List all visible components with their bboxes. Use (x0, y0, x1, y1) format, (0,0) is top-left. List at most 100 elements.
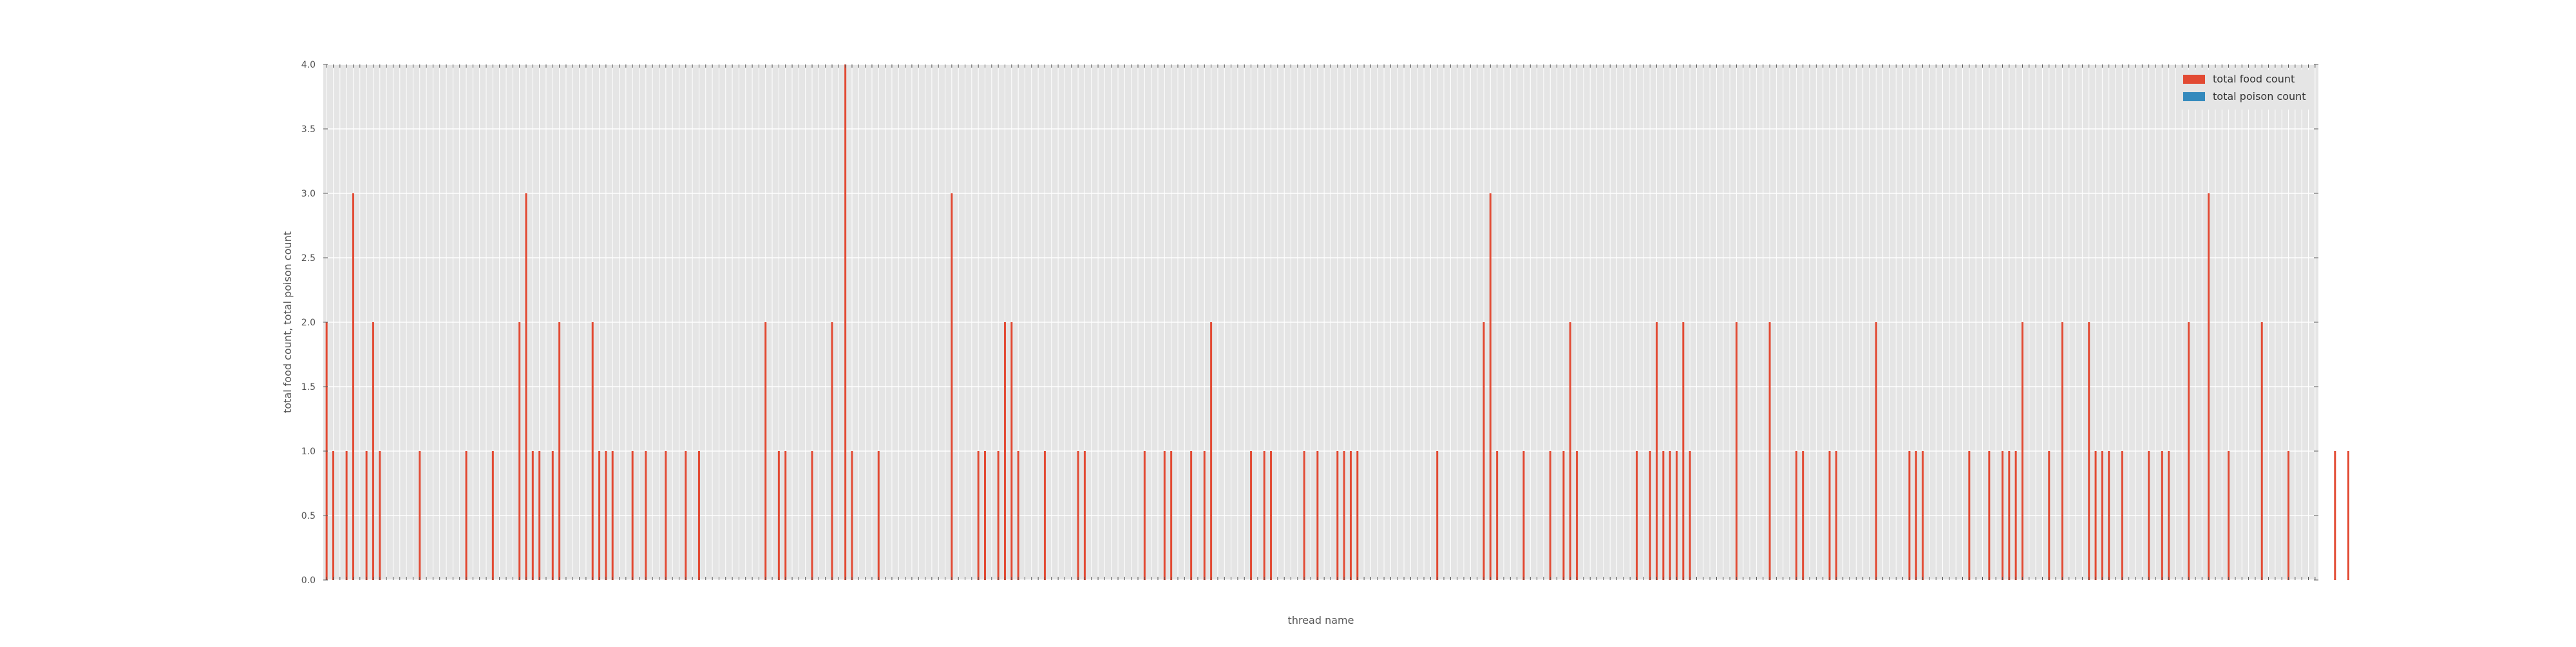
legend-label-food: total food count (2213, 73, 2295, 85)
bar-food-204 (1682, 322, 1685, 580)
bar-food-200 (1655, 322, 1658, 580)
bar-food-254 (2014, 451, 2017, 580)
bar-food-79 (851, 451, 853, 580)
bar-food-202 (1669, 451, 1671, 580)
bar-food-167 (1436, 451, 1439, 580)
bar-food-291 (2260, 322, 2263, 580)
bar-food-127 (1170, 451, 1173, 580)
bar-food-280 (2188, 322, 2190, 580)
bar-food-227 (1835, 451, 1837, 580)
bar-food-123 (1143, 451, 1146, 580)
bar-food-274 (2148, 451, 2150, 580)
bar-food-76 (831, 322, 833, 580)
bar-food-25 (491, 451, 494, 580)
bar-food-152 (1336, 451, 1339, 580)
bar-food-247 (1968, 451, 1971, 580)
bar-food-187 (1569, 322, 1571, 580)
y-tick-label: 1.5 (301, 382, 316, 392)
bar-food-286 (2228, 451, 2230, 580)
bar-food-14 (419, 451, 421, 580)
bar-food-32 (538, 451, 541, 580)
bar-food-139 (1250, 451, 1253, 580)
bar-food-56 (697, 451, 700, 580)
bar-food-108 (1043, 451, 1046, 580)
x-axis-label: thread name (1288, 614, 1354, 626)
bar-food-147 (1303, 451, 1305, 580)
bar-food-203 (1675, 451, 1678, 580)
bar-food-222 (1802, 451, 1804, 580)
bar-food-132 (1203, 451, 1206, 580)
bar-food-155 (1356, 451, 1359, 580)
bar-food-302 (2334, 451, 2336, 580)
bar-food-252 (2001, 451, 2003, 580)
bar-food-188 (1576, 451, 1578, 580)
bar-food-176 (1496, 451, 1499, 580)
bar-food-304 (2347, 451, 2349, 580)
bar-food-197 (1636, 451, 1638, 580)
y-tick-label: 2.0 (301, 318, 316, 328)
bar-food-250 (1988, 451, 1991, 580)
bar-food-295 (2287, 451, 2290, 580)
bar-food-21 (465, 451, 468, 580)
bar-food-283 (2208, 193, 2210, 580)
bar-food-199 (1649, 451, 1651, 580)
bar-food-130 (1190, 451, 1193, 580)
legend: total food count total poison count (2177, 70, 2312, 110)
bar-food-154 (1349, 451, 1352, 580)
y-tick-label: 4.0 (301, 60, 316, 70)
bar-food-238 (1908, 451, 1911, 580)
bar-food-7 (372, 322, 374, 580)
bar-food-4 (352, 193, 354, 580)
bar-food-253 (2008, 451, 2011, 580)
bar-food-73 (811, 451, 813, 580)
legend-swatch-poison (2183, 92, 2205, 101)
bar-food-34 (551, 451, 554, 580)
bar-food-276 (2161, 451, 2163, 580)
bar-food-101 (997, 451, 999, 580)
bar-food-141 (1263, 451, 1265, 580)
bar-food-29 (518, 322, 521, 580)
bar-food-126 (1163, 451, 1166, 580)
bar-food-54 (685, 451, 687, 580)
bar-food-217 (1768, 322, 1771, 580)
bar-food-94 (951, 193, 953, 580)
y-axis-label: total food count, total poison count (281, 231, 294, 413)
bar-food-51 (665, 451, 667, 580)
bar-food-233 (1875, 322, 1877, 580)
bar-food-180 (1522, 451, 1525, 580)
y-axis-ticks: 0.0 0.5 1.0 1.5 2.0 2.5 3.0 3.5 4.0 (301, 60, 2318, 586)
bar-food-68 (777, 451, 780, 580)
bar-food-78 (844, 64, 847, 580)
y-tick-label: 2.5 (301, 253, 316, 264)
bar-food-46 (631, 451, 634, 580)
bar-food-184 (1549, 451, 1551, 580)
bar-food-149 (1316, 451, 1319, 580)
bar-food-43 (611, 451, 614, 580)
bar-food-48 (645, 451, 647, 580)
bar-food-69 (784, 451, 787, 580)
legend-label-poison: total poison count (2213, 90, 2306, 102)
bar-food-98 (977, 451, 980, 580)
bar-food-226 (1828, 451, 1831, 580)
bar-food-186 (1562, 451, 1565, 580)
bar-food-175 (1489, 193, 1492, 580)
legend-swatch-food (2183, 75, 2205, 84)
y-tick-label: 1.0 (301, 447, 316, 457)
bar-food-277 (2168, 451, 2170, 580)
bar-food-153 (1343, 451, 1345, 580)
bar-food-205 (1689, 451, 1691, 580)
bar-food-35 (558, 322, 561, 580)
bar-food-66 (764, 322, 767, 580)
bar-food-1 (332, 451, 334, 580)
bar-food-103 (1010, 322, 1013, 580)
bar-food-261 (2061, 322, 2063, 580)
bar-food-221 (1795, 451, 1797, 580)
bar-food-239 (1915, 451, 1917, 580)
bar-food-133 (1210, 322, 1213, 580)
bar-food-268 (2108, 451, 2110, 580)
bar-food-114 (1083, 451, 1086, 580)
bar-food-102 (1003, 322, 1006, 580)
bar-food-83 (877, 451, 880, 580)
bar-food-201 (1662, 451, 1665, 580)
